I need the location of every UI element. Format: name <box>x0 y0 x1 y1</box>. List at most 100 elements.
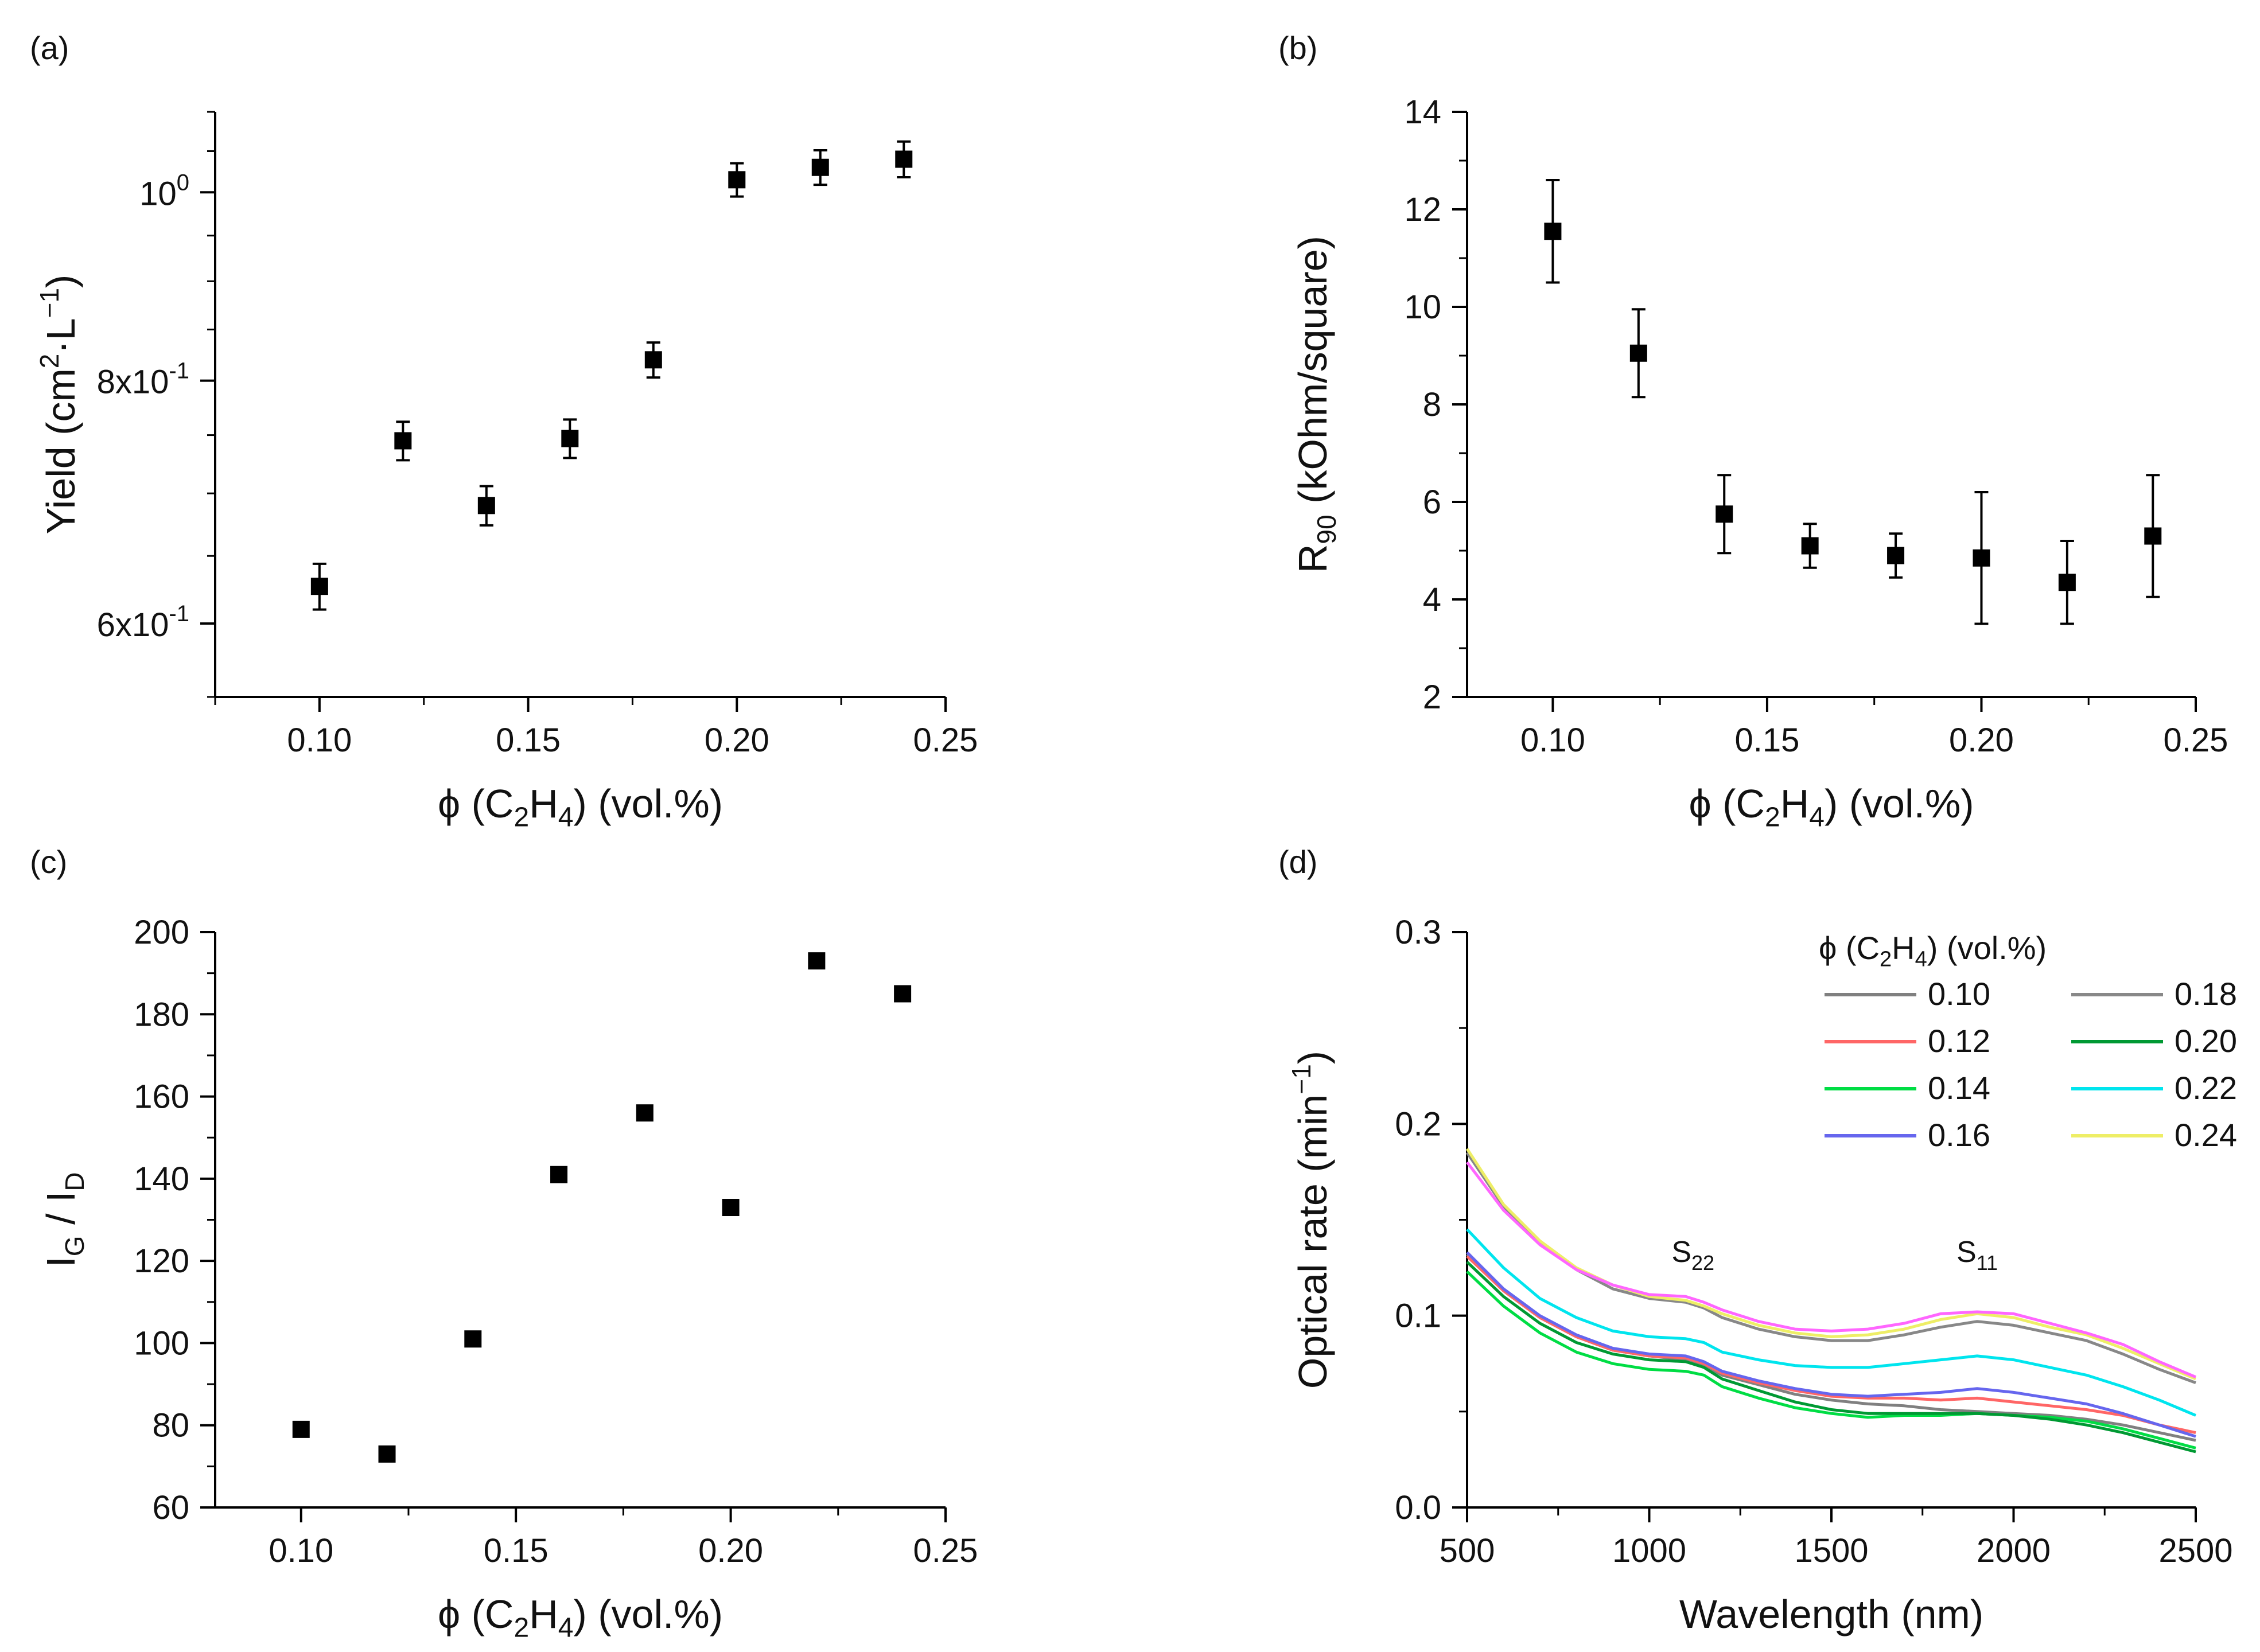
panel-label: (a) <box>30 30 69 66</box>
panel-d: (d) 500 1000 1500 2000 2500 0.0 0.1 0.2 0.3 Wavele… <box>1278 844 2237 1637</box>
y-tick-label: 180 <box>134 996 189 1033</box>
series-line <box>1466 1270 2196 1450</box>
data-point <box>464 1330 482 1348</box>
x-tick-label: 0.15 <box>484 1532 549 1569</box>
x-tick-label: 0.10 <box>287 722 352 759</box>
series-line <box>1466 1261 2196 1454</box>
data-point <box>310 578 328 595</box>
y-tick-label: 160 <box>134 1078 189 1116</box>
y-tick-label: 0.3 <box>1395 914 1441 951</box>
x-tick-label: 0.10 <box>1520 722 1585 759</box>
data-point <box>1544 223 1562 240</box>
data-point <box>1629 344 1647 362</box>
data-point <box>722 1199 740 1217</box>
legend-label: 0.24 <box>2175 1117 2237 1153</box>
series-line <box>1466 1251 2196 1438</box>
x-tick-label: 0.25 <box>913 1532 978 1569</box>
y-tick-label: 200 <box>134 914 189 951</box>
series-line <box>1466 1161 2196 1379</box>
legend-label: 0.18 <box>2175 976 2237 1012</box>
annotation: S11 <box>1956 1236 1998 1275</box>
x-tick-label: 2500 <box>2158 1532 2232 1569</box>
data-point <box>636 1104 654 1122</box>
legend-label: 0.20 <box>2175 1023 2237 1059</box>
x-tick-label: 500 <box>1440 1532 1495 1569</box>
legend-label: 0.16 <box>1928 1117 1990 1153</box>
panel-label: (b) <box>1278 30 1317 66</box>
data-point <box>550 1166 568 1183</box>
y-axis-title: R90 (kOhm/square) <box>1290 236 1341 573</box>
x-tick-label: 1500 <box>1794 1532 1868 1569</box>
legend-label: 0.22 <box>2175 1070 2237 1106</box>
x-tick-label: 0.20 <box>705 722 769 759</box>
x-tick-label: 0.25 <box>2164 722 2228 759</box>
y-axis-title: Optical rate (min−1) <box>1286 1051 1335 1389</box>
x-axis-title: ϕ (C2H4) (vol.%) <box>1689 781 1974 832</box>
annotation: S22 <box>1671 1236 1714 1275</box>
data-point <box>1801 537 1819 555</box>
y-tick-label: 8 <box>1423 386 1441 423</box>
y-tick-label: 6x10-1 <box>97 601 189 644</box>
x-tick-label: 0.15 <box>496 722 561 759</box>
y-tick-label: 80 <box>152 1407 189 1444</box>
panel-b: (b) 0.10 0.15 0.20 0.25 2 4 6 8 10 12 14 ϕ (C2H4) (v… <box>1278 30 2228 832</box>
y-tick-label: 0.0 <box>1395 1489 1441 1526</box>
data-point <box>808 952 826 970</box>
y-tick-label: 8x10-1 <box>97 359 189 401</box>
data-point <box>1887 547 1905 564</box>
x-axis-title: ϕ (C2H4) (vol.%) <box>438 781 723 832</box>
legend-label: 0.14 <box>1928 1070 1990 1106</box>
y-tick-label: 120 <box>134 1242 189 1280</box>
x-tick-label: 2000 <box>1977 1532 2051 1569</box>
y-tick-label: 10 <box>1404 289 1441 326</box>
y-tick-label: 100 <box>139 170 189 212</box>
data-point <box>1973 549 1990 567</box>
x-tick-label: 1000 <box>1612 1532 1686 1569</box>
data-point <box>292 1420 310 1438</box>
data-point <box>394 432 412 450</box>
data-point <box>894 985 912 1003</box>
y-tick-label: 14 <box>1404 93 1441 131</box>
x-tick-label: 0.25 <box>913 722 978 759</box>
legend-title: ϕ (C2H4) (vol.%) <box>1819 930 2047 971</box>
panel-c: (c) 0.10 0.15 0.20 0.25 60 80 100 120 140 160 180 20… <box>30 844 978 1643</box>
panel-label: (c) <box>30 844 67 880</box>
y-tick-label: 140 <box>134 1160 189 1198</box>
data-point <box>2144 527 2162 545</box>
x-tick-label: 0.10 <box>269 1532 333 1569</box>
data-point <box>561 430 579 447</box>
y-tick-label: 2 <box>1423 679 1441 716</box>
x-tick-label: 0.20 <box>1949 722 2014 759</box>
data-point <box>728 171 746 189</box>
legend: ϕ (C2H4) (vol.%) 0.10 0.12 0.14 0.16 0.18 0.20… <box>1819 930 2237 1153</box>
series-line <box>1466 1228 2196 1417</box>
legend-label: 0.10 <box>1928 976 1990 1012</box>
data-point <box>644 351 662 369</box>
y-tick-label: 0.1 <box>1395 1298 1441 1335</box>
y-tick-label: 0.2 <box>1395 1105 1441 1143</box>
x-axis-title: Wavelength (nm) <box>1679 1592 1983 1637</box>
panel-a: (a) 0.10 0.15 0.20 0.25 6x10-1 8x10-1 100 ϕ (C2H… <box>30 30 978 832</box>
data-point <box>811 158 829 176</box>
y-tick-label: 4 <box>1423 581 1441 618</box>
data-point <box>477 497 495 515</box>
x-axis-title: ϕ (C2H4) (vol.%) <box>438 1592 723 1643</box>
y-tick-label: 6 <box>1423 484 1441 521</box>
data-point <box>378 1445 396 1463</box>
data-point <box>1716 505 1733 523</box>
y-tick-label: 100 <box>134 1324 189 1362</box>
y-tick-label: 60 <box>152 1489 189 1526</box>
data-point <box>2058 574 2076 591</box>
panel-label: (d) <box>1278 844 1317 880</box>
y-axis-title: Yield (cm2·L−1) <box>34 275 83 535</box>
x-tick-label: 0.20 <box>698 1532 763 1569</box>
series-line <box>1466 1255 2196 1435</box>
y-tick-label: 12 <box>1404 191 1441 228</box>
series-line <box>1465 1152 2196 1385</box>
x-tick-label: 0.15 <box>1734 722 1799 759</box>
y-axis-title: IG / ID <box>38 1172 90 1267</box>
data-point <box>895 150 913 168</box>
legend-label: 0.12 <box>1928 1023 1990 1059</box>
